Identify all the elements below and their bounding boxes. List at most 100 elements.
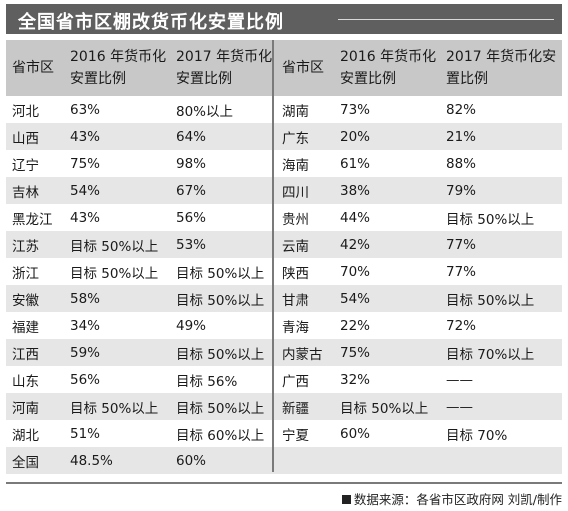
table-cell: 51% xyxy=(70,425,101,442)
table-cell: 江苏 xyxy=(12,238,39,255)
table-cell: 54% xyxy=(70,182,101,199)
title-decor-line xyxy=(338,19,554,20)
table-cell: 77% xyxy=(446,236,477,253)
table-cell: 88% xyxy=(446,155,477,172)
table-cell: 61% xyxy=(340,155,371,172)
table-cell: 海南 xyxy=(282,157,309,174)
table-cell: 山西 xyxy=(12,130,39,147)
table-cell: 32% xyxy=(340,371,371,388)
table-cell: 目标 70%以上 xyxy=(446,346,535,363)
table-cell: 54% xyxy=(340,290,371,307)
table-cell: 42% xyxy=(340,236,371,253)
column-header: 省市区 xyxy=(282,60,324,76)
column-separator xyxy=(272,40,274,472)
table-cell: 22% xyxy=(340,317,371,334)
table-row: 湖北 51% 目标 60%以上 宁夏 60% 目标 70% xyxy=(6,420,562,447)
table-cell: 70% xyxy=(340,263,371,280)
table-row: 江苏 目标 50%以上 53% 云南 42% 77% xyxy=(6,231,562,258)
table-cell: 青海 xyxy=(282,319,309,336)
table-cell: 福建 xyxy=(12,319,39,336)
table-cell: 目标 56% xyxy=(176,373,238,390)
table-row: 江西 59% 目标 50%以上 内蒙古 75% 目标 70%以上 xyxy=(6,339,562,366)
table-cell: 73% xyxy=(340,101,371,118)
table-cell: 目标 50%以上 xyxy=(176,346,265,363)
table-cell: 20% xyxy=(340,128,371,145)
table-header-row: 省市区 2016 年货币化安置比例 2017 年货币化安置比例 省市区 2016 年货币… xyxy=(6,40,562,96)
square-bullet-icon xyxy=(341,495,351,504)
table-cell: 吉林 xyxy=(12,184,39,201)
table-cell: 目标 50%以上 xyxy=(70,265,159,282)
table-row: 全国 48.5% 60% xyxy=(6,447,562,474)
table-cell: 河南 xyxy=(12,400,39,417)
table-cell: 湖南 xyxy=(282,103,309,120)
table-cell: 53% xyxy=(176,236,207,253)
table-cell: 75% xyxy=(340,344,371,361)
table-cell: 贵州 xyxy=(282,211,309,228)
table-cell: 82% xyxy=(446,101,477,118)
table-cell: 全国 xyxy=(12,454,39,471)
table-cell: 60% xyxy=(340,425,371,442)
table-row: 河北 63% 80%以上 湖南 73% 82% xyxy=(6,96,562,123)
table-cell: 目标 70% xyxy=(446,427,508,444)
table-cell: 21% xyxy=(446,128,477,145)
column-header: 2017 年货币化安置比例 xyxy=(446,49,557,87)
table-cell: 目标 50%以上 xyxy=(70,400,159,417)
table-row: 福建 34% 49% 青海 22% 72% xyxy=(6,312,562,339)
table-cell: 79% xyxy=(446,182,477,199)
table-cell: 64% xyxy=(176,128,207,145)
table-row: 山西 43% 64% 广东 20% 21% xyxy=(6,123,562,150)
table-cell: 目标 50%以上 xyxy=(446,292,535,309)
table-row: 辽宁 75% 98% 海南 61% 88% xyxy=(6,150,562,177)
table-cell: 63% xyxy=(70,101,101,118)
table-cell: 四川 xyxy=(282,184,309,201)
table-cell: 80%以上 xyxy=(176,103,234,120)
table-cell: 目标 50%以上 xyxy=(70,238,159,255)
source-text: 数据来源：各省市区政府网 刘凯/制作 xyxy=(353,492,562,507)
table-cell: 目标 50%以上 xyxy=(176,292,265,309)
table-cell: 77% xyxy=(446,263,477,280)
table-cell: 43% xyxy=(70,209,101,226)
table-cell: 辽宁 xyxy=(12,157,39,174)
table-cell: 宁夏 xyxy=(282,427,309,444)
table-cell: 48.5% xyxy=(70,452,113,469)
table-cell: 甘肃 xyxy=(282,292,309,309)
table-cell: 98% xyxy=(176,155,207,172)
table-cell: 72% xyxy=(446,317,477,334)
table-cell: 43% xyxy=(70,128,101,145)
table-cell: 44% xyxy=(340,209,371,226)
table-cell: 新疆 xyxy=(282,400,309,417)
bottom-rule xyxy=(6,482,562,484)
table-row: 吉林 54% 67% 四川 38% 79% xyxy=(6,177,562,204)
table-cell: 广东 xyxy=(282,130,309,147)
table-cell: 67% xyxy=(176,182,207,199)
table-cell xyxy=(282,447,340,474)
source-note: 数据来源：各省市区政府网 刘凯/制作 xyxy=(341,489,562,508)
table-cell xyxy=(446,447,558,474)
table-row: 浙江 目标 50%以上 目标 50%以上 陕西 70% 77% xyxy=(6,258,562,285)
table-cell: 75% xyxy=(70,155,101,172)
table-cell: 目标 50%以上 xyxy=(340,400,429,417)
table-cell: —— xyxy=(446,398,473,415)
table-cell: 目标 60%以上 xyxy=(176,427,265,444)
table-cell: 59% xyxy=(70,344,101,361)
table-row: 安徽 58% 目标 50%以上 甘肃 54% 目标 50%以上 xyxy=(6,285,562,312)
data-table: 省市区 2016 年货币化安置比例 2017 年货币化安置比例 省市区 2016 年货币… xyxy=(6,40,562,474)
column-header: 2016 年货币化安置比例 xyxy=(70,49,167,87)
table-cell: 38% xyxy=(340,182,371,199)
table-cell: 目标 50%以上 xyxy=(176,400,265,417)
table-cell: 目标 50%以上 xyxy=(446,211,535,228)
table-cell: 山东 xyxy=(12,373,39,390)
table-cell xyxy=(340,447,446,474)
table-row: 山东 56% 目标 56% 广西 32% —— xyxy=(6,366,562,393)
table-row: 河南 目标 50%以上 目标 50%以上 新疆 目标 50%以上 —— xyxy=(6,393,562,420)
table-cell: 内蒙古 xyxy=(282,346,323,363)
table-cell: 安徽 xyxy=(12,292,39,309)
column-header: 2017 年货币化安置比例 xyxy=(176,49,273,87)
table-cell: 广西 xyxy=(282,373,309,390)
table-cell: —— xyxy=(446,371,473,388)
table-cell: 陕西 xyxy=(282,265,309,282)
table-cell: 浙江 xyxy=(12,265,39,282)
table-cell: 湖北 xyxy=(12,427,39,444)
table-cell: 56% xyxy=(70,371,101,388)
table-cell: 49% xyxy=(176,317,207,334)
